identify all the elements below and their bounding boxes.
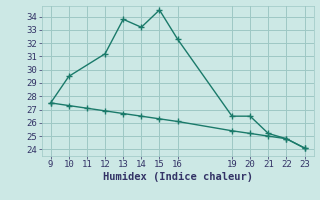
- X-axis label: Humidex (Indice chaleur): Humidex (Indice chaleur): [103, 172, 252, 182]
